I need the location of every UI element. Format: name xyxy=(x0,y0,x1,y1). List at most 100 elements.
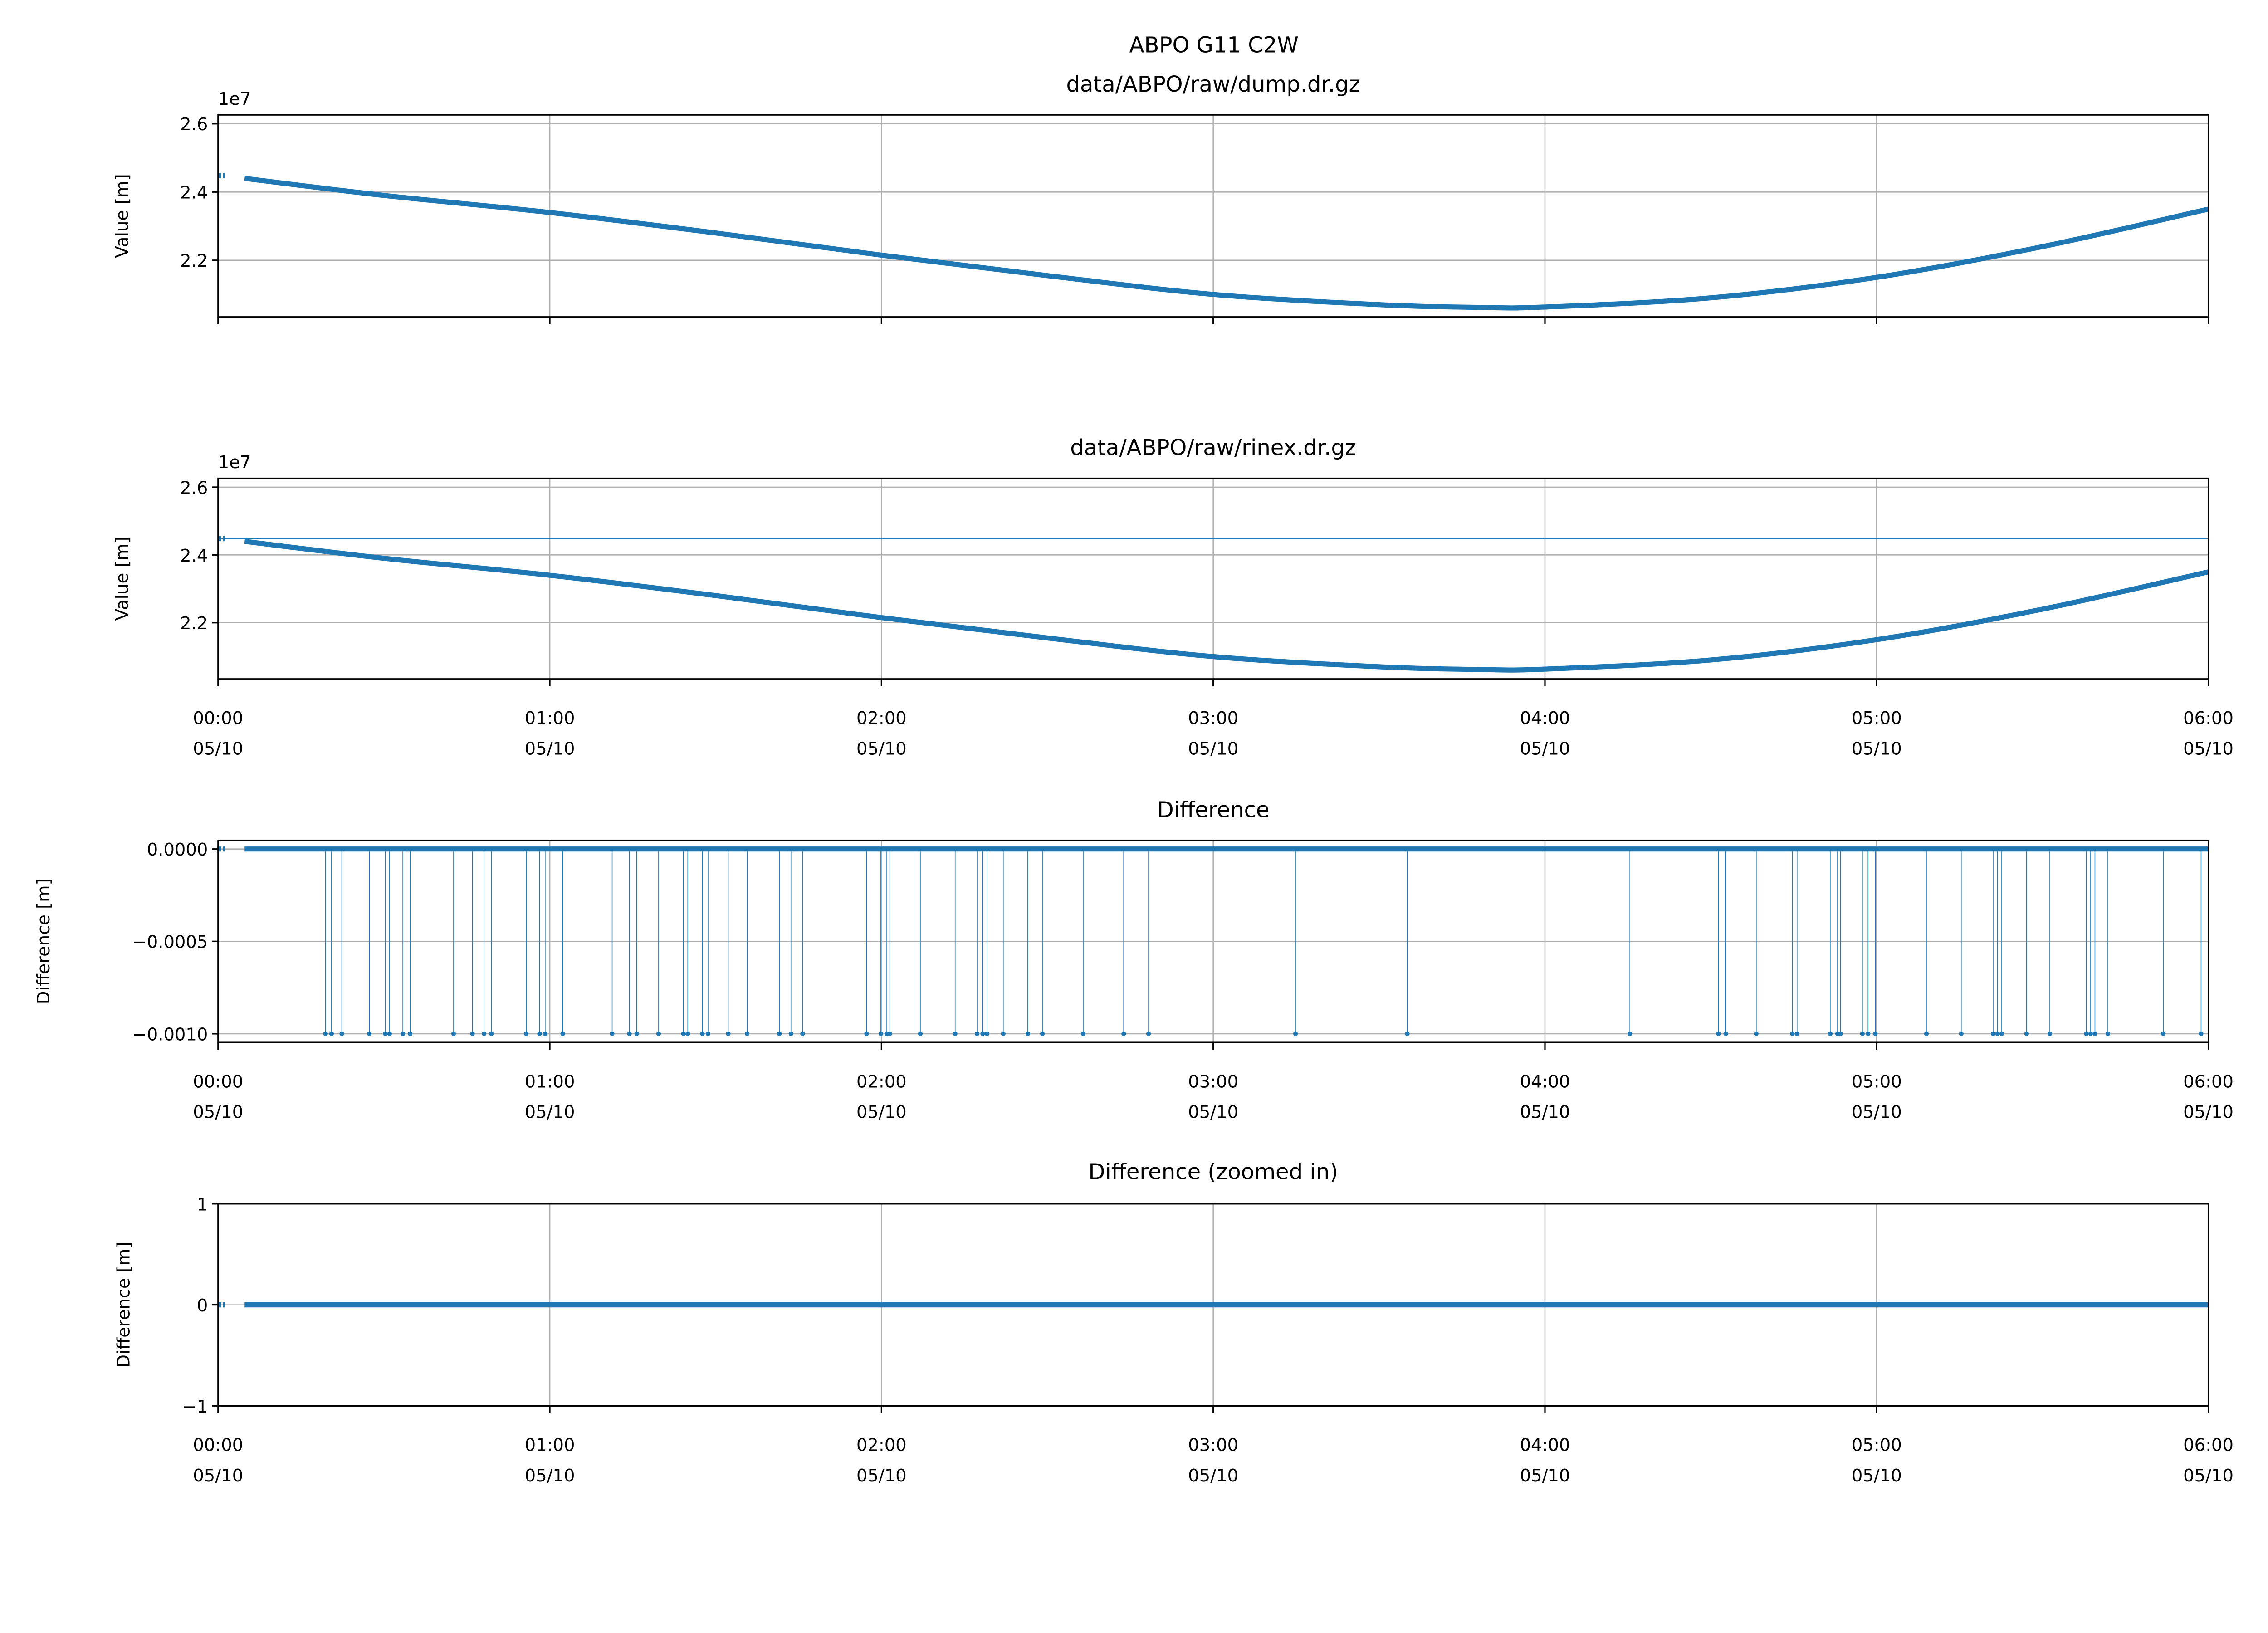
x-tick-time-label: 00:00 xyxy=(193,1071,243,1092)
spike-point xyxy=(980,1031,985,1037)
spike-point xyxy=(1995,1031,2000,1037)
x-tick-date-label: 05/10 xyxy=(525,1466,575,1486)
y-axis-label: Value [m] xyxy=(112,174,132,258)
x-tick-date-label: 05/10 xyxy=(1188,1102,1238,1123)
x-tick-date-label: 05/10 xyxy=(1852,1102,1902,1123)
y-tick-label: 2.2 xyxy=(180,613,208,634)
y-tick-label: −0.0010 xyxy=(132,1024,208,1045)
spike-point xyxy=(1999,1031,2004,1037)
spike-point xyxy=(339,1031,344,1037)
figure: ABPO G11 C2W 1e7 2.2 2.4 2.6 Value [m] data/A… xyxy=(34,32,2234,1486)
panel-title: data/ABPO/raw/dump.dr.gz xyxy=(1066,72,1360,97)
x-tick-date-label: 05/10 xyxy=(193,1466,243,1486)
spike-point xyxy=(700,1031,705,1037)
x-tick-date-label: 05/10 xyxy=(1188,738,1238,759)
spike-point xyxy=(685,1031,690,1037)
spike-point xyxy=(777,1031,782,1037)
spike-point xyxy=(953,1031,958,1037)
spike-point xyxy=(2088,1031,2093,1037)
spike-point xyxy=(2024,1031,2029,1037)
panel-2: 1e7 2.2 2.4 2.6 Value [m] 00:00 05/10 01:00 05/1… xyxy=(112,435,2234,759)
x-tick-time-label: 06:00 xyxy=(2183,1071,2234,1092)
spike-point xyxy=(864,1031,869,1037)
x-tick-date-label: 05/10 xyxy=(1520,1102,1570,1123)
x-tick-time-label: 05:00 xyxy=(1852,708,1902,728)
spike-point xyxy=(400,1031,406,1037)
spike-point xyxy=(1866,1031,1871,1037)
panel-4: −1 0 1 Difference [m] 00:00 05/10 01:00 05/10 02… xyxy=(113,1159,2234,1486)
spike-point xyxy=(524,1031,529,1037)
spike-point xyxy=(1405,1031,1410,1037)
spike-point xyxy=(1293,1031,1298,1037)
x-tick-time-label: 04:00 xyxy=(1520,1435,1570,1456)
y-tick-label: 2.4 xyxy=(180,183,208,203)
x-tick-time-label: 06:00 xyxy=(2183,1435,2234,1456)
x-tick-time-label: 03:00 xyxy=(1188,1435,1238,1456)
spike-point xyxy=(610,1031,615,1037)
spike-point xyxy=(2105,1031,2111,1037)
spike-point xyxy=(974,1031,980,1037)
x-tick-time-label: 02:00 xyxy=(856,1071,907,1092)
panel-title: data/ABPO/raw/rinex.dr.gz xyxy=(1070,435,1356,460)
panel-title: Difference xyxy=(1157,797,1270,822)
x-tick-time-label: 01:00 xyxy=(525,1071,575,1092)
spike-point xyxy=(1723,1031,1728,1037)
spike-point xyxy=(1080,1031,1086,1037)
spike-point xyxy=(918,1031,923,1037)
x-tick-date-label: 05/10 xyxy=(856,1466,907,1486)
x-tick-date-label: 05/10 xyxy=(525,738,575,759)
series-line xyxy=(244,176,2209,311)
spike-point xyxy=(788,1031,793,1037)
spike-point xyxy=(1959,1031,1964,1037)
spike-point xyxy=(705,1031,711,1037)
offset-label: 1e7 xyxy=(218,89,251,109)
spike-point xyxy=(745,1031,750,1037)
x-tick-time-label: 05:00 xyxy=(1852,1071,1902,1092)
spike-point xyxy=(1990,1031,1996,1037)
x-tick-time-label: 01:00 xyxy=(525,1435,575,1456)
spike-point xyxy=(2092,1031,2097,1037)
y-tick-label: 1 xyxy=(197,1194,208,1215)
spike-point xyxy=(887,1031,892,1037)
x-tick-date-label: 05/10 xyxy=(856,738,907,759)
spike-point xyxy=(1754,1031,1759,1037)
y-tick-label: 2.6 xyxy=(180,478,208,498)
spike-point xyxy=(1146,1031,1151,1037)
spike-point xyxy=(1838,1031,1843,1037)
y-tick-label: 2.2 xyxy=(180,251,208,271)
y-tick-label: −1 xyxy=(182,1397,208,1417)
series-line xyxy=(244,538,2209,673)
spike-point xyxy=(408,1031,413,1037)
x-tick-time-label: 04:00 xyxy=(1520,708,1570,728)
spike-point xyxy=(878,1031,884,1037)
x-tick-date-label: 05/10 xyxy=(193,738,243,759)
spike-point xyxy=(543,1031,547,1037)
spike-point xyxy=(1716,1031,1721,1037)
x-tick-date-label: 05/10 xyxy=(1852,1466,1902,1486)
x-tick-time-label: 03:00 xyxy=(1188,708,1238,728)
y-axis-label: Value [m] xyxy=(112,537,132,621)
x-tick-date-label: 05/10 xyxy=(1188,1466,1238,1486)
data-layer xyxy=(218,173,2209,311)
x-tick-time-label: 04:00 xyxy=(1520,1071,1570,1092)
spike-point xyxy=(489,1031,494,1037)
x-tick-date-label: 05/10 xyxy=(2183,1102,2234,1123)
spike-point xyxy=(1040,1031,1045,1037)
x-tick-date-label: 05/10 xyxy=(856,1102,907,1123)
spike-point xyxy=(387,1031,392,1037)
spike-point xyxy=(329,1031,334,1037)
x-tick-time-label: 06:00 xyxy=(2183,708,2234,728)
spike-point xyxy=(1860,1031,1865,1037)
spike-point xyxy=(681,1031,686,1037)
x-tick-date-label: 05/10 xyxy=(1520,738,1570,759)
x-tick-date-label: 05/10 xyxy=(2183,1466,2234,1486)
y-tick-label: 2.6 xyxy=(180,114,208,135)
panels: 1e7 2.2 2.4 2.6 Value [m] data/ABPO/raw/dump.… xyxy=(34,72,2234,1486)
spike-point xyxy=(1794,1031,1799,1037)
panel-1: 1e7 2.2 2.4 2.6 Value [m] data/ABPO/raw/dump.… xyxy=(112,72,2209,324)
spike-point xyxy=(2047,1031,2053,1037)
offset-label: 1e7 xyxy=(218,452,251,473)
x-tick-time-label: 05:00 xyxy=(1852,1435,1902,1456)
spike-point xyxy=(560,1031,565,1037)
x-tick-date-label: 05/10 xyxy=(193,1102,243,1123)
